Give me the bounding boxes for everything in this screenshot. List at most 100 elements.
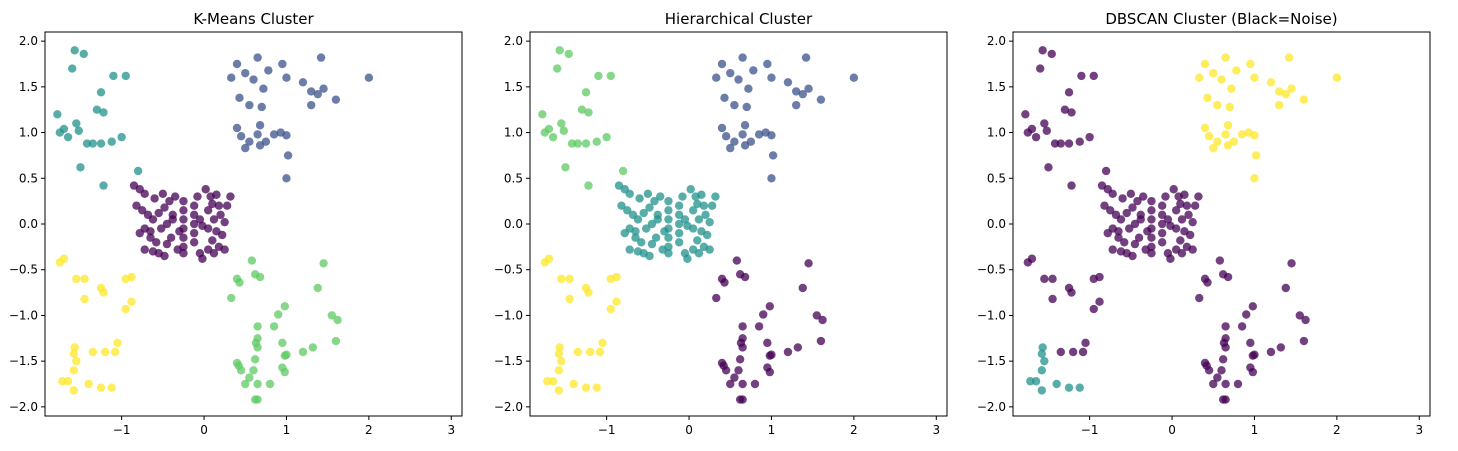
scatter-point xyxy=(620,228,629,238)
scatter-point xyxy=(694,215,704,224)
scatter-point xyxy=(1085,132,1094,142)
scatter-point xyxy=(1237,322,1247,331)
scatter-point xyxy=(759,310,768,319)
scatter-point xyxy=(232,123,242,133)
scatter-point xyxy=(1031,377,1041,386)
y-tick-label: −0.5 xyxy=(9,263,38,277)
scatter-point xyxy=(1101,166,1111,176)
scatter-point xyxy=(70,46,79,55)
scatter-point xyxy=(738,130,747,139)
scatter-point xyxy=(702,230,712,240)
scatter-point xyxy=(63,377,73,386)
scatter-point xyxy=(319,84,328,93)
scatter-point xyxy=(162,239,172,249)
scatter-point xyxy=(1120,238,1129,247)
scatter-point xyxy=(157,224,166,233)
scatter-point xyxy=(1100,201,1109,210)
x-tick-label: 2 xyxy=(850,423,858,437)
scatter-point xyxy=(1251,151,1261,160)
scatter-point xyxy=(742,102,751,112)
y-tick-label: −1.0 xyxy=(977,308,1006,322)
scatter-point xyxy=(1246,338,1255,348)
scatter-point xyxy=(146,227,155,236)
y-tick-label: 0.5 xyxy=(987,171,1006,185)
scatter-point xyxy=(138,206,147,215)
scatter-point xyxy=(274,310,283,319)
scatter-point xyxy=(1281,89,1290,99)
scatter-point xyxy=(160,251,169,261)
scatter-point xyxy=(195,215,205,224)
scatter-point xyxy=(554,386,564,395)
y-tick-label: −0.5 xyxy=(494,263,523,277)
scatter-point xyxy=(736,338,746,348)
scatter-point xyxy=(241,143,250,153)
scatter-point xyxy=(1128,251,1137,261)
scatter-point xyxy=(1067,108,1076,117)
scatter-point xyxy=(1038,343,1047,352)
scatter-point xyxy=(674,228,684,238)
scatter-point xyxy=(331,336,341,346)
scatter-point xyxy=(705,245,714,254)
scatter-point xyxy=(740,272,750,282)
scatter-point xyxy=(331,95,341,104)
x-tick-label: 3 xyxy=(932,423,940,437)
scatter-point xyxy=(235,93,244,103)
scatter-point xyxy=(253,130,262,139)
scatter-point xyxy=(216,210,225,220)
scatter-point xyxy=(1217,75,1226,84)
panel-dbscan: DBSCAN Cluster (Black=Noise) −1 0 1 2 3 −2.0… xyxy=(977,10,1431,437)
scatter-point xyxy=(69,386,79,395)
scatter-point xyxy=(688,206,698,215)
scatter-point xyxy=(642,224,651,233)
scatter-point xyxy=(1125,224,1134,233)
scatter-point xyxy=(253,322,262,331)
scatter-point xyxy=(595,347,605,357)
scatter-point xyxy=(849,73,859,82)
scatter-point xyxy=(1036,64,1045,73)
scatter-point xyxy=(1250,350,1259,359)
scatter-point xyxy=(623,206,632,215)
scatter-point xyxy=(791,100,801,110)
scatter-point xyxy=(88,139,98,148)
y-tick-label: −2.0 xyxy=(9,400,38,414)
scatter-point xyxy=(1042,126,1051,135)
scatter-point xyxy=(1213,137,1222,146)
scatter-point xyxy=(631,227,640,236)
scatter-point xyxy=(730,137,739,146)
scatter-point xyxy=(726,143,735,153)
scatter-point xyxy=(173,245,182,254)
scatter-point xyxy=(298,78,308,87)
scatter-point xyxy=(660,227,669,236)
scatter-point xyxy=(1157,201,1167,210)
scatter-point xyxy=(132,201,141,210)
scatter-point xyxy=(818,315,827,325)
scatter-point xyxy=(1221,322,1230,331)
scatter-point xyxy=(82,139,92,148)
scatter-point xyxy=(798,89,807,99)
scatter-point xyxy=(162,219,172,229)
scatter-point xyxy=(68,64,77,73)
scatter-point xyxy=(1068,347,1078,357)
scatter-point xyxy=(735,355,745,364)
scatter-point xyxy=(544,254,554,263)
scatter-point xyxy=(1031,132,1041,142)
scatter-point xyxy=(581,139,591,148)
scatter-point xyxy=(561,163,570,172)
scatter-point xyxy=(674,210,684,220)
scatter-point xyxy=(581,88,591,97)
scatter-point xyxy=(234,361,243,370)
scatter-point xyxy=(683,254,692,263)
scatter-point xyxy=(220,217,229,227)
scatter-point xyxy=(592,137,601,146)
scatter-point xyxy=(577,105,587,114)
scatter-point xyxy=(738,53,747,62)
x-tick-label: 2 xyxy=(1333,423,1341,437)
scatter-point xyxy=(1287,84,1296,93)
scatter-point xyxy=(538,110,547,119)
scatter-point xyxy=(1195,73,1204,82)
scatter-point xyxy=(179,233,188,242)
scatter-point xyxy=(1147,215,1156,224)
scatter-point xyxy=(160,203,169,212)
scatter-point xyxy=(816,95,826,104)
scatter-point xyxy=(1180,190,1189,199)
